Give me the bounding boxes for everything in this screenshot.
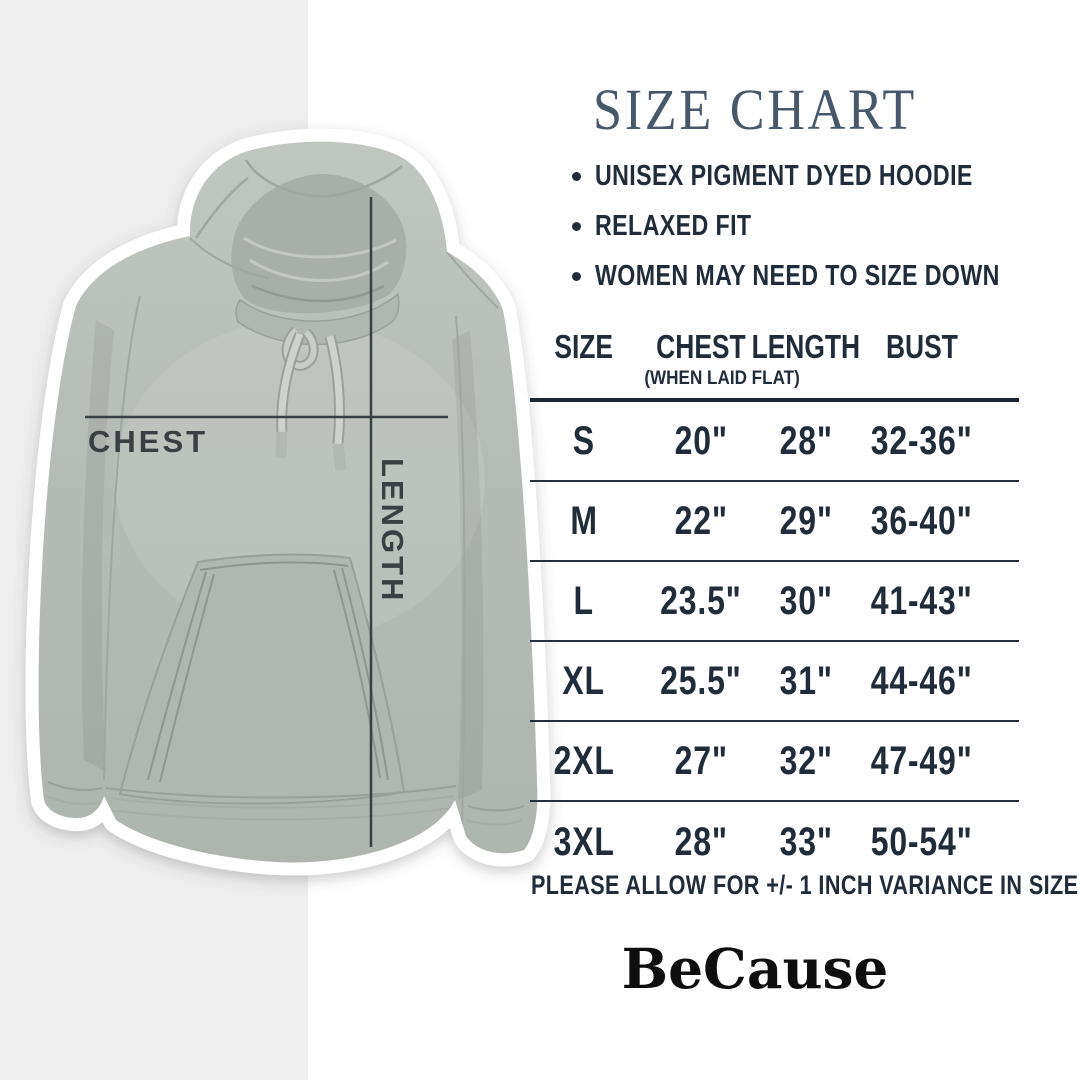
cell-chest: 28" bbox=[674, 819, 728, 864]
cell-bust: 47-49" bbox=[871, 738, 973, 783]
cell-size: S bbox=[572, 418, 595, 463]
bullet-icon bbox=[572, 271, 581, 281]
cell-bust: 32-36" bbox=[871, 418, 973, 463]
list-item: WOMEN MAY NEED TO SIZE DOWN bbox=[572, 260, 1022, 292]
bullet-text: WOMEN MAY NEED TO SIZE DOWN bbox=[595, 259, 1000, 292]
chest-subnote: (WHEN LAID FLAT) bbox=[644, 368, 800, 389]
cell-length: 32" bbox=[779, 738, 833, 783]
cell-chest: 23.5" bbox=[660, 578, 742, 623]
list-item: UNISEX PIGMENT DYED HOODIE bbox=[572, 160, 1022, 192]
list-item: RELAXED FIT bbox=[572, 210, 1022, 242]
column-header-chest: CHEST bbox=[656, 328, 746, 365]
cell-length: 31" bbox=[779, 658, 833, 703]
cell-chest: 27" bbox=[674, 738, 728, 783]
column-header-length: LENGTH bbox=[751, 328, 861, 365]
brand-logo: BeCause bbox=[621, 936, 889, 1001]
cell-size: 2XL bbox=[553, 738, 615, 783]
bullet-list: UNISEX PIGMENT DYED HOODIE RELAXED FIT W… bbox=[572, 160, 1022, 310]
cell-length: 33" bbox=[779, 819, 833, 864]
cell-chest: 20" bbox=[674, 418, 728, 463]
cell-length: 30" bbox=[779, 578, 833, 623]
cell-chest: 25.5" bbox=[660, 658, 742, 703]
cell-bust: 36-40" bbox=[871, 498, 973, 543]
table-row: 2XL 27" 32" 47-49" bbox=[530, 722, 1019, 802]
variance-note: PLEASE ALLOW FOR +/- 1 INCH VARIANCE IN … bbox=[531, 870, 1079, 900]
cell-bust: 41-43" bbox=[871, 578, 973, 623]
bullet-icon bbox=[572, 221, 581, 231]
chest-label: CHEST bbox=[88, 424, 208, 459]
table-row: S 20" 28" 32-36" bbox=[530, 402, 1019, 482]
length-label: LENGTH bbox=[375, 458, 410, 603]
table-row: L 23.5" 30" 41-43" bbox=[530, 562, 1019, 642]
cell-chest: 22" bbox=[674, 498, 728, 543]
table-row: 3XL 28" 33" 50-54" bbox=[530, 802, 1019, 882]
cell-bust: 50-54" bbox=[871, 819, 973, 864]
column-header-bust: BUST bbox=[886, 328, 959, 365]
page-title: SIZE CHART bbox=[592, 77, 918, 142]
size-table: S 20" 28" 32-36" M 22" 29" 36-40" L 23.5… bbox=[530, 398, 1019, 882]
cell-size: 3XL bbox=[553, 819, 615, 864]
cell-length: 29" bbox=[779, 498, 833, 543]
cell-bust: 44-46" bbox=[871, 658, 973, 703]
bullet-text: RELAXED FIT bbox=[595, 209, 752, 242]
hoodie-details bbox=[45, 159, 525, 827]
table-row: M 22" 29" 36-40" bbox=[530, 482, 1019, 562]
table-row: XL 25.5" 31" 44-46" bbox=[530, 642, 1019, 722]
cell-size: XL bbox=[562, 658, 606, 703]
bullet-icon bbox=[572, 171, 581, 181]
cell-size: L bbox=[573, 578, 594, 623]
table-header-row: SIZE CHEST LENGTH BUST (WHEN LAID FLAT) bbox=[530, 326, 1019, 398]
bullet-text: UNISEX PIGMENT DYED HOODIE bbox=[595, 159, 973, 192]
cell-size: M bbox=[570, 498, 598, 543]
cell-length: 28" bbox=[779, 418, 833, 463]
column-header-size: SIZE bbox=[554, 328, 614, 365]
